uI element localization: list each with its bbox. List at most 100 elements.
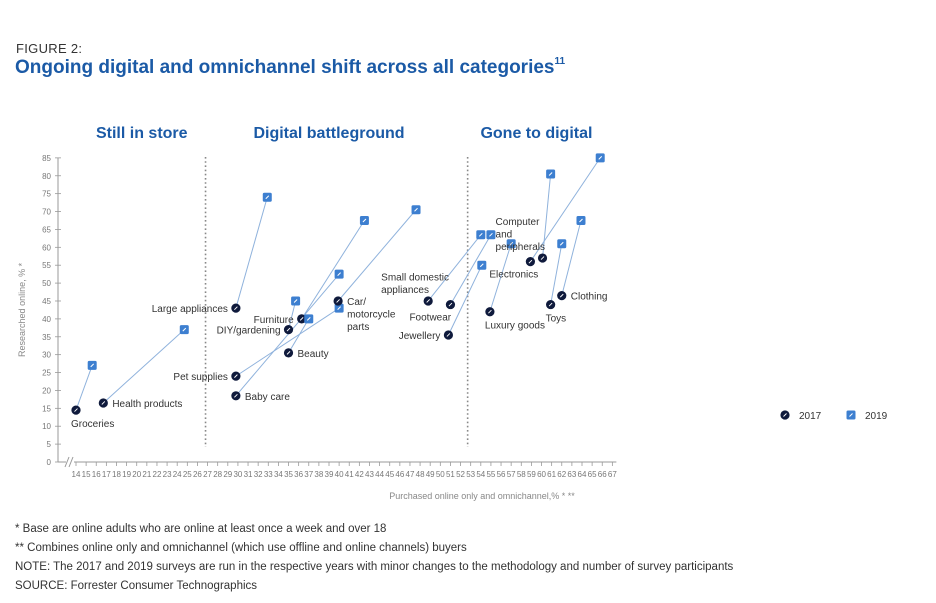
y-tick-label: 80 xyxy=(42,172,51,181)
category-labels: Groceries Health products Pet supplies Baby… xyxy=(71,217,607,430)
point-2017-arrow xyxy=(783,413,787,417)
connector-line xyxy=(450,234,492,305)
category-label: Toys xyxy=(546,314,567,325)
point-2017 xyxy=(525,257,535,267)
point-2017 xyxy=(485,307,495,317)
category-label-line: Furniture xyxy=(254,315,294,326)
zone-title: Digital battleground xyxy=(253,125,404,142)
category-label-line: peripherals xyxy=(496,242,545,253)
connector-line xyxy=(102,329,185,404)
point-2019 xyxy=(87,360,97,370)
point-2017-arrow xyxy=(448,302,453,307)
x-tick-label: 38 xyxy=(314,470,323,479)
point-2019 xyxy=(304,314,314,324)
category-label: Clothing xyxy=(571,292,608,303)
x-tick-label: 54 xyxy=(476,470,485,479)
category-label: Small domestic appliances xyxy=(381,272,449,296)
category-label-line: appliances xyxy=(381,285,429,296)
x-tick-label: 66 xyxy=(598,470,607,479)
x-tick-label: 30 xyxy=(233,470,242,479)
y-tick-label: 50 xyxy=(42,279,51,288)
y-tick-label: 60 xyxy=(42,243,51,252)
category-label: Computer and peripherals xyxy=(496,217,545,253)
point-2019-arrow xyxy=(362,218,367,223)
connector-line xyxy=(235,273,340,397)
connector-line xyxy=(75,365,93,411)
y-tick-label: 45 xyxy=(42,297,51,306)
x-tick-label: 41 xyxy=(345,470,354,479)
y-axis-title: Researched online, % * xyxy=(17,262,27,357)
point-2019-arrow xyxy=(548,172,553,176)
x-tick-label: 67 xyxy=(608,470,617,479)
point-2019-arrow xyxy=(559,241,564,246)
category-label-line: Groceries xyxy=(71,419,114,430)
point-2017 xyxy=(557,291,567,301)
point-2017 xyxy=(231,371,241,381)
point-2019 xyxy=(557,239,567,249)
point-2019-arrow xyxy=(337,306,341,310)
x-tick-label: 15 xyxy=(82,470,91,479)
point-2019-arrow xyxy=(265,195,270,200)
point-2019-arrow xyxy=(479,263,484,268)
connector-line xyxy=(235,197,268,309)
point-2019-arrow xyxy=(579,218,583,223)
x-tick-label: 46 xyxy=(395,470,404,479)
x-tick-label: 19 xyxy=(122,470,131,479)
x-tick-label: 32 xyxy=(254,470,263,479)
connector-line xyxy=(529,157,601,262)
point-2017-arrow xyxy=(548,302,553,307)
category-label: Car/motorcycle parts xyxy=(347,297,396,333)
x-axis-title: Purchased online only and omnichannel,% … xyxy=(389,491,575,501)
data-points xyxy=(71,153,605,415)
point-2017-arrow xyxy=(446,333,451,337)
category-label-line: Footwear xyxy=(409,313,451,324)
category-label-line: and xyxy=(496,230,513,241)
connector-line xyxy=(561,220,582,296)
zone-title: Still in store xyxy=(96,125,188,142)
point-2017 xyxy=(71,405,81,415)
x-axis-break-mark xyxy=(64,456,70,468)
category-label-line: Baby care xyxy=(245,392,290,403)
footnote-omnichannel: ** Combines online only and omnichannel … xyxy=(15,542,467,554)
x-tick-label: 56 xyxy=(497,470,506,479)
x-tick-label: 17 xyxy=(102,470,111,479)
point-2019 xyxy=(334,303,344,313)
x-tick-label: 20 xyxy=(132,470,141,479)
y-tick-label: 20 xyxy=(42,386,51,395)
connector-line xyxy=(337,209,417,302)
point-2019-arrow xyxy=(598,156,603,160)
category-label: Jewellery xyxy=(399,331,441,342)
point-2017 xyxy=(98,398,108,408)
point-2019 xyxy=(262,192,272,202)
x-tick-label: 43 xyxy=(365,470,374,479)
point-2019-arrow xyxy=(306,317,311,321)
y-tick-label: 10 xyxy=(42,422,51,431)
x-tick-label: 35 xyxy=(284,470,293,479)
x-tick-label: 51 xyxy=(446,470,455,479)
x-tick-label: 45 xyxy=(385,470,394,479)
connector-line xyxy=(447,264,483,336)
y-tick-label: 5 xyxy=(47,440,52,449)
point-2017 xyxy=(537,253,548,263)
y-tick-label: 55 xyxy=(42,261,51,270)
connector-line xyxy=(288,300,297,330)
x-axis-break-mark xyxy=(68,456,74,468)
point-2019 xyxy=(179,325,189,335)
category-label: Baby care xyxy=(245,392,290,403)
category-label-line: Electronics xyxy=(489,270,538,281)
x-tick-label: 34 xyxy=(274,470,283,479)
point-2019-arrow xyxy=(182,327,187,332)
point-2017 xyxy=(297,314,307,324)
point-2019 xyxy=(477,260,487,270)
connector-line xyxy=(542,173,552,259)
category-label: Electronics xyxy=(489,270,538,281)
footnote-note: NOTE: The 2017 and 2019 surveys are run … xyxy=(15,561,734,573)
category-label-line: DIY/gardening xyxy=(217,326,281,337)
category-label-line: Toys xyxy=(546,314,567,325)
category-label-line: Jewellery xyxy=(399,331,441,342)
x-tick-label: 60 xyxy=(537,470,546,479)
point-2017-arrow xyxy=(234,374,238,378)
connectors xyxy=(75,157,601,411)
y-tick-label: 35 xyxy=(42,333,51,342)
